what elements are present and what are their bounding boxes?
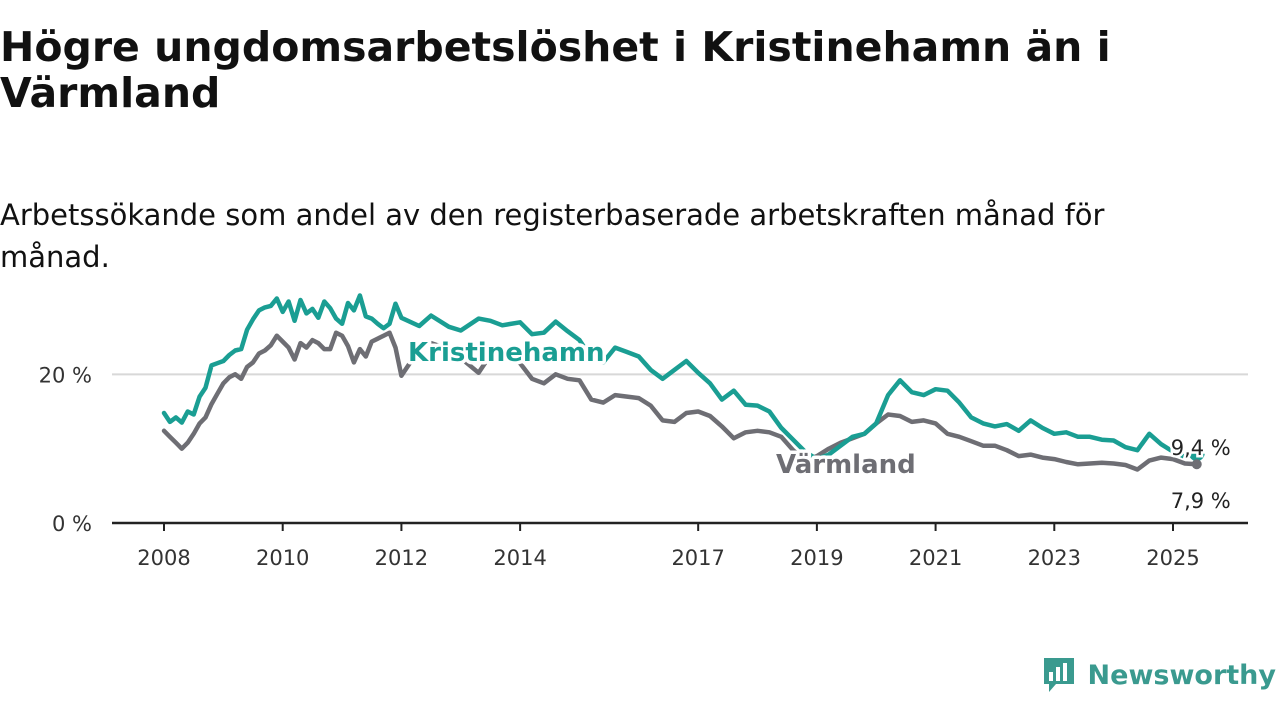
series-line-varmland (161, 330, 1199, 472)
x-tick-label: 2014 (493, 546, 546, 570)
x-tick-label: 2008 (137, 546, 190, 570)
y-tick-label: 20 % (39, 363, 92, 387)
axes: 0 % 20 % 2008 2010 2012 2014 2017 2019 2021 2023 2… (39, 363, 1248, 570)
x-tick-label: 2023 (1028, 546, 1081, 570)
chart-labels: Kristinehamn Värmland 9,4 % 7,9 % (405, 335, 1234, 516)
x-tick-label: 2021 (909, 546, 962, 570)
end-value-label-kristinehamn: 9,4 % (1171, 436, 1231, 460)
chart-subtitle: Arbetssökande som andel av den registerb… (0, 198, 1105, 274)
x-tick-label: 2010 (256, 546, 309, 570)
series-label-kristinehamn: Kristinehamn (408, 338, 605, 368)
x-tick-label: 2019 (790, 546, 843, 570)
line-chart: 0 % 20 % 2008 2010 2012 2014 2017 2019 2021 2023 2… (39, 293, 1248, 570)
series-line-kristinehamn (161, 293, 1199, 462)
x-tick-label: 2017 (671, 546, 724, 570)
series-lines (161, 293, 1205, 472)
y-tick-label: 0 % (52, 512, 92, 536)
x-tick-label: 2025 (1146, 546, 1199, 570)
chart-title: Högre ungdomsarbetslöshet i Kristinehamn… (0, 23, 1111, 117)
end-point-kristinehamn (1188, 445, 1205, 462)
end-value-label-varmland: 7,9 % (1171, 489, 1231, 513)
series-label-varmland: Värmland (776, 450, 916, 480)
x-tick-label: 2012 (375, 546, 428, 570)
brand-name: Newsworthy (1087, 659, 1276, 691)
newsworthy-logo-icon (1043, 658, 1074, 692)
end-point-varmland (1191, 459, 1202, 470)
brand: Newsworthy (1042, 654, 1276, 696)
